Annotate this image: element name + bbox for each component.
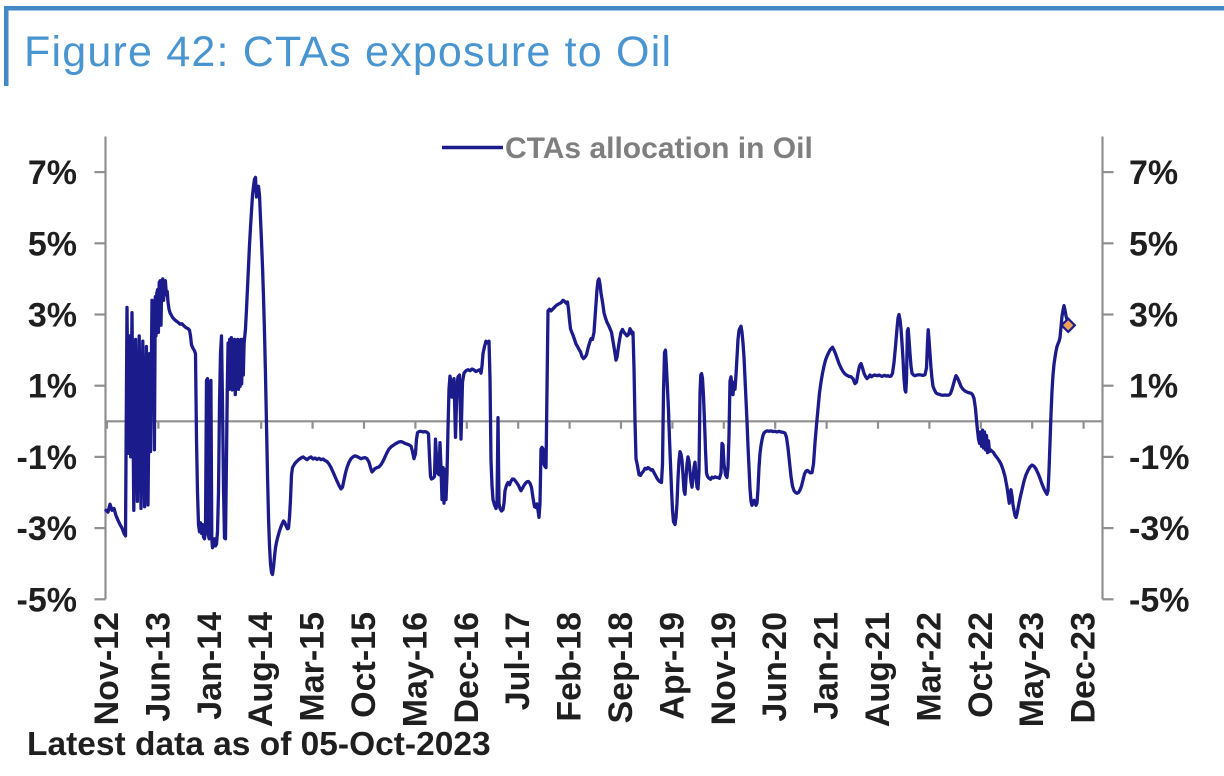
svg-text:Aug-21: Aug-21: [859, 612, 897, 727]
svg-text:Jun-20: Jun-20: [756, 612, 794, 722]
svg-text:-5%: -5%: [17, 581, 77, 619]
svg-text:May-16: May-16: [396, 612, 434, 727]
svg-text:Jan-14: Jan-14: [191, 612, 229, 720]
svg-text:1%: 1%: [1129, 368, 1178, 406]
svg-text:Mar-15: Mar-15: [294, 612, 332, 722]
svg-text:Dec-16: Dec-16: [448, 612, 486, 724]
svg-text:Latest data as of 05-Oct-2023: Latest data as of 05-Oct-2023: [27, 726, 491, 763]
svg-text:3%: 3%: [1129, 297, 1178, 335]
svg-text:Jan-21: Jan-21: [808, 612, 846, 720]
svg-text:Jun-13: Jun-13: [139, 612, 177, 722]
svg-text:Oct-22: Oct-22: [962, 612, 1000, 718]
svg-text:5%: 5%: [28, 225, 77, 263]
svg-text:May-23: May-23: [1013, 612, 1051, 727]
svg-text:CTAs allocation in Oil: CTAs allocation in Oil: [505, 132, 813, 165]
svg-text:-3%: -3%: [1129, 510, 1189, 548]
svg-text:Dec-23: Dec-23: [1065, 612, 1103, 724]
svg-text:3%: 3%: [28, 297, 77, 335]
svg-text:Sep-18: Sep-18: [602, 612, 640, 724]
svg-text:Aug-14: Aug-14: [242, 612, 280, 727]
svg-text:-5%: -5%: [1129, 581, 1189, 619]
svg-text:Mar-22: Mar-22: [910, 612, 948, 722]
svg-text:Nov-12: Nov-12: [88, 612, 126, 725]
svg-text:Nov-19: Nov-19: [705, 612, 743, 725]
svg-text:Oct-15: Oct-15: [345, 612, 383, 718]
svg-text:Apr-19: Apr-19: [653, 612, 691, 720]
svg-text:1%: 1%: [28, 368, 77, 406]
svg-text:5%: 5%: [1129, 225, 1178, 263]
svg-text:-1%: -1%: [1129, 439, 1189, 477]
svg-text:-1%: -1%: [17, 439, 77, 477]
svg-text:Feb-18: Feb-18: [551, 612, 589, 722]
svg-text:Figure 42: CTAs exposure to Oi: Figure 42: CTAs exposure to Oil: [24, 28, 672, 76]
svg-text:-3%: -3%: [17, 510, 77, 548]
svg-text:7%: 7%: [28, 154, 77, 192]
svg-text:Jul-17: Jul-17: [499, 612, 537, 710]
svg-text:7%: 7%: [1129, 154, 1178, 192]
